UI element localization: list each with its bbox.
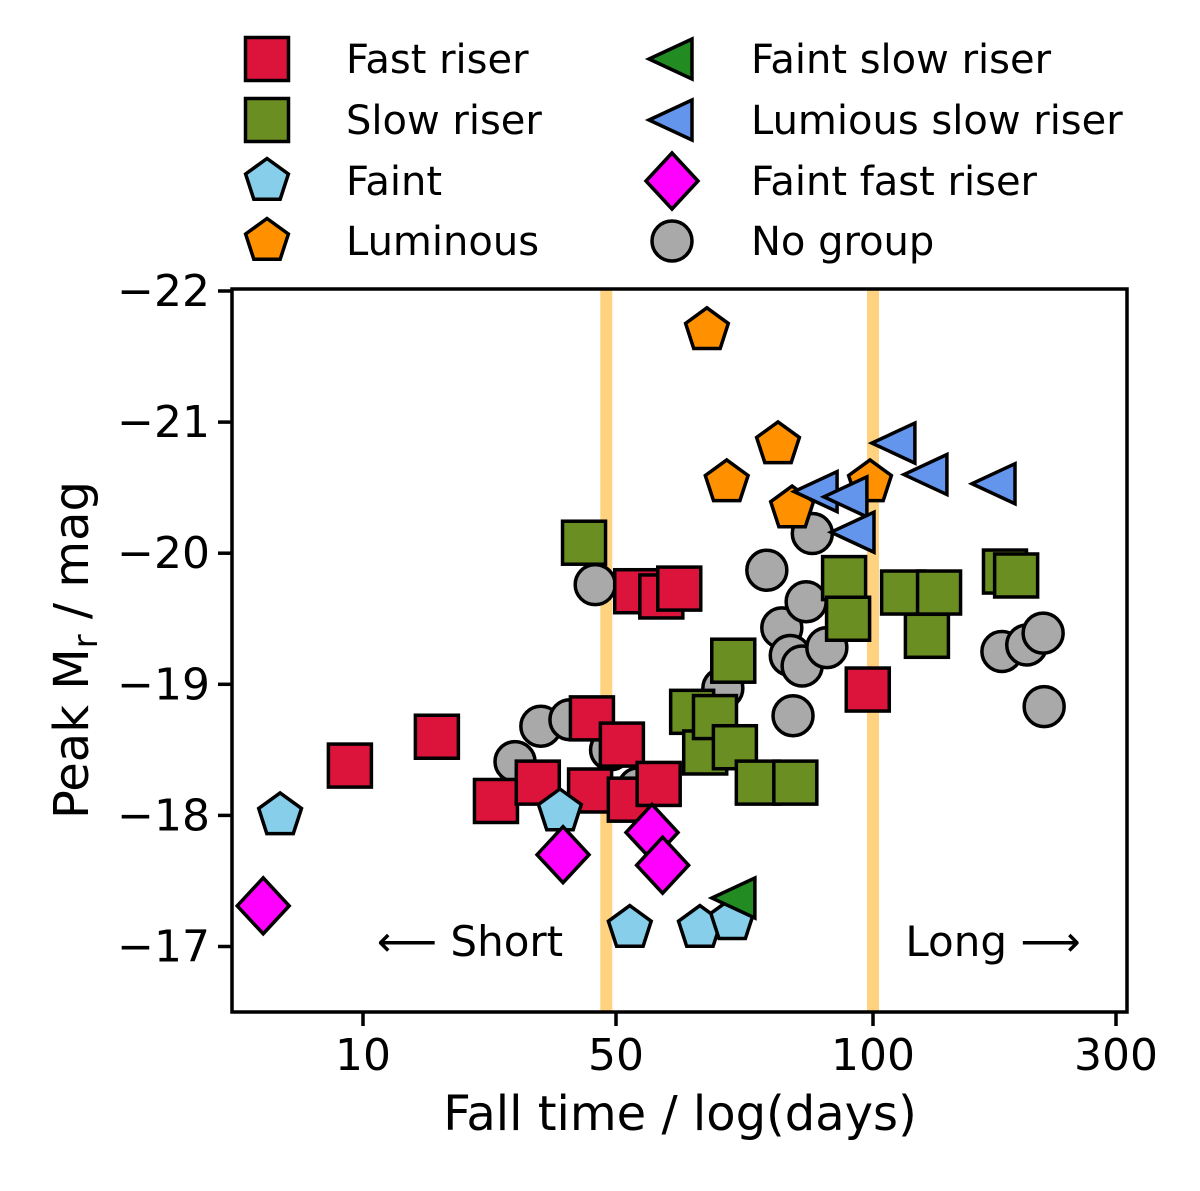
x-tick-label: 100 (831, 1030, 915, 1081)
legend-marker-no_group (650, 219, 694, 263)
point-faint_fast_riser (534, 824, 592, 886)
point-fast_riser (472, 777, 520, 825)
x-axis-label: Fall time / log(days) (443, 1086, 917, 1142)
legend-marker-slow_riser (243, 96, 291, 144)
point-faint_slow_riser (707, 875, 757, 921)
point-luminous (703, 457, 751, 503)
point-lumious_slow_riser (867, 420, 917, 466)
y-tick-label: −21 (117, 397, 210, 448)
legend-marker-fast_riser (243, 35, 291, 83)
point-no_group (784, 579, 828, 624)
y-tick-label: −19 (117, 659, 210, 710)
threshold-vlines (600, 290, 879, 1011)
legend-label-lumious_slow_riser: Lumious slow riser (751, 98, 1123, 144)
point-no_group (573, 562, 617, 607)
legend-label-slow_riser: Slow riser (346, 98, 542, 144)
point-slow_riser (710, 637, 757, 684)
point-faint (256, 790, 304, 836)
point-fast_riser (514, 759, 562, 806)
legend-label-faint_fast_riser: Faint fast riser (751, 159, 1038, 205)
axis-ticks (218, 289, 1118, 1026)
point-luminous (683, 305, 731, 351)
y-tick-label: −18 (117, 790, 210, 841)
point-faint_fast_riser (634, 834, 692, 896)
point-fast_riser (598, 721, 646, 768)
point-lumious_slow_riser (899, 451, 949, 498)
x-tick-label: 300 (1074, 1030, 1158, 1081)
data-points-layer (234, 305, 1066, 949)
legend-label-faint_slow_riser: Faint slow riser (751, 37, 1052, 83)
x-tick-label: 10 (335, 1030, 391, 1081)
point-fast_riser (844, 666, 892, 713)
legend: Fast riser Slow riser Faint Luminous Faint s… (243, 35, 1123, 265)
point-lumious_slow_riser (819, 474, 869, 520)
legend-label-faint: Faint (346, 159, 442, 205)
legend-marker-faint (243, 156, 291, 201)
point-slow_riser (820, 554, 868, 602)
point-lumious_slow_riser (826, 509, 876, 555)
point-no_group (1022, 684, 1066, 729)
point-luminous (754, 419, 802, 465)
point-slow_riser (560, 519, 608, 566)
point-slow_riser (992, 552, 1040, 599)
legend-label-fast_riser: Fast riser (346, 37, 529, 83)
y-axis-label: Peak Mr / mag (44, 481, 106, 819)
legend-marker-faint_fast_riser (643, 150, 701, 212)
legend-label-luminous: Luminous (346, 219, 539, 265)
legend-label-no_group: No group (751, 219, 934, 265)
plot-frame (230, 287, 1129, 1014)
point-no_group (771, 694, 815, 738)
annotation-long: Long ⟶ (905, 917, 1080, 966)
point-faint_fast_riser (234, 875, 292, 937)
y-tick-label: −17 (117, 922, 210, 973)
x-tick-label: 50 (588, 1030, 644, 1081)
point-lumious_slow_riser (967, 460, 1017, 507)
point-fast_riser (635, 760, 682, 808)
axis-tick-labels: 10 50 100 300 −22 −21 −20 −19 −18 −17 (117, 266, 1158, 1081)
point-fast_riser (326, 742, 374, 789)
legend-marker-faint_slow_riser (644, 36, 694, 82)
annotation-short: ⟵ Short (377, 917, 563, 966)
point-faint (606, 903, 654, 949)
legend-marker-lumious_slow_riser (644, 97, 694, 143)
point-fast_riser (655, 565, 703, 612)
y-tick-label: −20 (117, 528, 210, 579)
point-no_group (745, 548, 789, 592)
point-no_group (1021, 611, 1065, 655)
y-tick-label: −22 (117, 266, 210, 317)
point-fast_riser (413, 713, 461, 760)
point-slow_riser (915, 569, 963, 616)
point-slow_riser (903, 612, 951, 660)
legend-marker-luminous (243, 216, 291, 261)
point-slow_riser (772, 759, 819, 806)
point-slow_riser (824, 595, 872, 642)
